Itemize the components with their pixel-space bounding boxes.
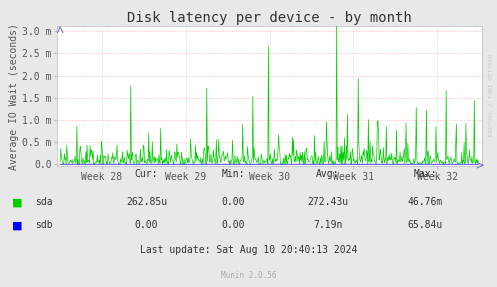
Text: Max:: Max: — [413, 168, 437, 179]
Text: ■: ■ — [12, 220, 23, 230]
Text: 0.00: 0.00 — [222, 197, 246, 207]
Text: Last update: Sat Aug 10 20:40:13 2024: Last update: Sat Aug 10 20:40:13 2024 — [140, 245, 357, 255]
Text: 262.85u: 262.85u — [126, 197, 167, 207]
Text: 7.19n: 7.19n — [313, 220, 343, 230]
Text: sdb: sdb — [35, 220, 52, 230]
Text: RRDTOOL / TOBI OETIKER: RRDTOOL / TOBI OETIKER — [488, 53, 493, 136]
Text: 0.00: 0.00 — [222, 220, 246, 230]
Y-axis label: Average IO Wait (seconds): Average IO Wait (seconds) — [9, 23, 19, 170]
Text: Avg:: Avg: — [316, 168, 340, 179]
Text: 65.84u: 65.84u — [408, 220, 442, 230]
Title: Disk latency per device - by month: Disk latency per device - by month — [127, 11, 412, 25]
Text: 272.43u: 272.43u — [308, 197, 348, 207]
Text: ■: ■ — [12, 197, 23, 207]
Text: 0.00: 0.00 — [135, 220, 159, 230]
Text: Cur:: Cur: — [135, 168, 159, 179]
Text: 46.76m: 46.76m — [408, 197, 442, 207]
Text: sda: sda — [35, 197, 52, 207]
Text: Min:: Min: — [222, 168, 246, 179]
Text: Munin 2.0.56: Munin 2.0.56 — [221, 271, 276, 280]
